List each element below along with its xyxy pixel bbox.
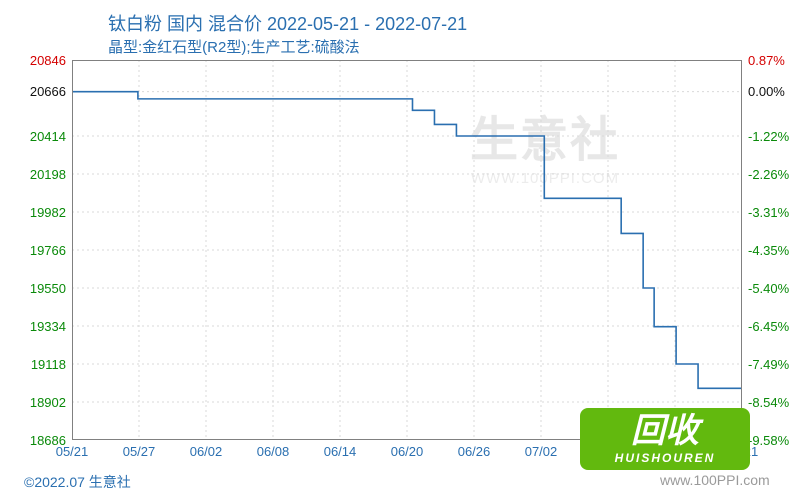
chart-subtitle: 晶型:金红石型(R2型);生产工艺:硫酸法: [108, 36, 360, 57]
left-axis-tick: 19118: [0, 357, 66, 372]
right-axis-tick: -2.26%: [748, 167, 789, 182]
source-url-text: www.100PPI.com: [660, 472, 770, 488]
right-axis-tick: -5.40%: [748, 281, 789, 296]
left-axis-tick: 20414: [0, 129, 66, 144]
left-axis-tick: 20846: [0, 53, 66, 68]
left-axis-tick: 19334: [0, 319, 66, 334]
x-axis-tick: 06/02: [190, 444, 223, 459]
left-axis-tick: 19766: [0, 243, 66, 258]
x-axis-tick: 07/02: [525, 444, 558, 459]
x-axis-tick: 06/20: [391, 444, 424, 459]
recycle-badge: 回收 HUISHOUREN: [580, 408, 750, 470]
chart-container: 钛白粉 国内 混合价 2022-05-21 - 2022-07-21 晶型:金红…: [0, 0, 800, 500]
right-axis-tick: -3.31%: [748, 205, 789, 220]
left-axis-tick: 20198: [0, 167, 66, 182]
copyright-text: ©2022.07 生意社: [24, 472, 131, 492]
plot-area: [72, 60, 742, 440]
right-axis-tick: 0.87%: [748, 53, 785, 68]
right-axis-tick: -8.54%: [748, 395, 789, 410]
x-axis-tick: 06/14: [324, 444, 357, 459]
right-axis-tick: -6.45%: [748, 319, 789, 334]
x-axis-tick: 05/27: [123, 444, 156, 459]
left-axis-tick: 18902: [0, 395, 66, 410]
left-axis-tick: 20666: [0, 84, 66, 99]
left-axis-tick: 19550: [0, 281, 66, 296]
badge-main-text: 回收: [631, 414, 699, 448]
x-axis-tick: 05/21: [56, 444, 89, 459]
right-axis-tick: -4.35%: [748, 243, 789, 258]
right-axis-tick: -1.22%: [748, 129, 789, 144]
chart-title: 钛白粉 国内 混合价 2022-05-21 - 2022-07-21: [108, 10, 467, 36]
x-axis-tick: 06/26: [458, 444, 491, 459]
badge-sub-text: HUISHOUREN: [615, 452, 716, 464]
x-axis-tick: 06/08: [257, 444, 290, 459]
right-axis-tick: 0.00%: [748, 84, 785, 99]
right-axis-tick: -7.49%: [748, 357, 789, 372]
left-axis-tick: 19982: [0, 205, 66, 220]
